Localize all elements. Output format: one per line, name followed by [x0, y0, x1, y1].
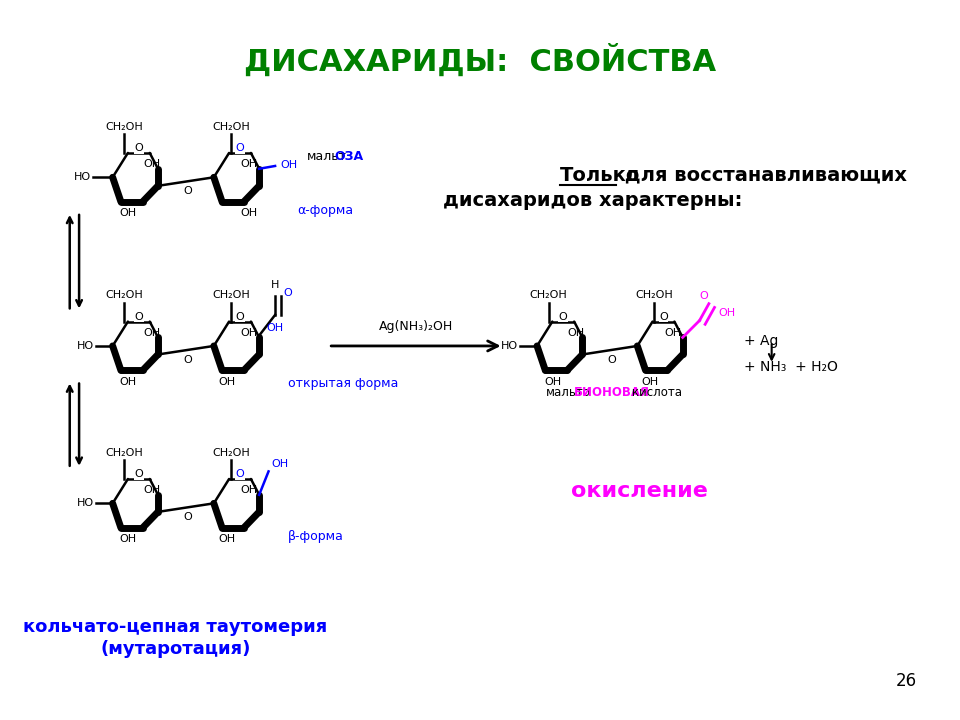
Text: OH: OH	[241, 328, 257, 338]
Text: ДИСАХАРИДЫ:  СВОЙСТВА: ДИСАХАРИДЫ: СВОЙСТВА	[244, 44, 716, 77]
Text: H: H	[271, 280, 279, 290]
Text: α-форма: α-форма	[298, 204, 353, 217]
Text: OH: OH	[143, 328, 160, 338]
Text: HO: HO	[77, 341, 94, 351]
Text: OH: OH	[267, 323, 284, 333]
Text: O: O	[183, 186, 192, 196]
Text: O: O	[699, 291, 708, 301]
Text: OH: OH	[240, 208, 257, 218]
Text: O: O	[134, 469, 143, 480]
Text: O: O	[183, 354, 192, 364]
Text: ОЗА: ОЗА	[335, 150, 364, 163]
Text: OH: OH	[718, 308, 735, 318]
Text: OH: OH	[120, 534, 137, 544]
Text: мальто: мальто	[545, 387, 590, 400]
Text: открытая форма: открытая форма	[288, 377, 398, 390]
Text: OH: OH	[544, 377, 562, 387]
Text: O: O	[183, 512, 192, 522]
Text: OH: OH	[143, 485, 160, 495]
Text: OH: OH	[641, 377, 659, 387]
Text: OH: OH	[143, 159, 160, 169]
Text: OH: OH	[567, 328, 585, 338]
Text: мальт: мальт	[307, 150, 347, 163]
Text: CH₂OH: CH₂OH	[106, 448, 143, 458]
Text: O: O	[235, 312, 245, 322]
Text: OH: OH	[664, 328, 681, 338]
Text: OH: OH	[120, 208, 137, 218]
Text: + Ag: + Ag	[744, 334, 778, 348]
Text: OH: OH	[218, 377, 235, 387]
Text: CH₂OH: CH₂OH	[212, 448, 250, 458]
Text: O: O	[134, 143, 143, 153]
Text: O: O	[235, 469, 245, 480]
Text: CH₂OH: CH₂OH	[530, 290, 567, 300]
Text: OH: OH	[280, 160, 298, 170]
Text: окисление: окисление	[571, 481, 708, 501]
Text: кольчато-цепная таутомерия: кольчато-цепная таутомерия	[23, 618, 327, 636]
Text: БИОНОВАЯ: БИОНОВАЯ	[574, 387, 650, 400]
Text: O: O	[235, 143, 245, 153]
Text: кислота: кислота	[628, 387, 683, 400]
Text: CH₂OH: CH₂OH	[212, 122, 250, 132]
Text: OH: OH	[272, 459, 288, 469]
Text: O: O	[660, 312, 668, 322]
Text: OH: OH	[120, 377, 137, 387]
Text: 26: 26	[896, 672, 917, 690]
Text: Только: Только	[560, 166, 640, 185]
Text: CH₂OH: CH₂OH	[212, 290, 250, 300]
Text: O: O	[284, 289, 293, 298]
Text: HO: HO	[74, 172, 91, 182]
Text: OH: OH	[241, 485, 257, 495]
Text: HO: HO	[501, 341, 518, 351]
Text: OH: OH	[218, 534, 235, 544]
Text: HO: HO	[77, 498, 94, 508]
Text: + NH₃  + H₂O: + NH₃ + H₂O	[744, 359, 837, 374]
Text: CH₂OH: CH₂OH	[106, 122, 143, 132]
Text: (мутаротация): (мутаротация)	[101, 639, 251, 657]
Text: OH: OH	[241, 159, 257, 169]
Text: для восстанавливающих: для восстанавливающих	[618, 166, 907, 185]
Text: O: O	[608, 354, 616, 364]
Text: O: O	[134, 312, 143, 322]
Text: CH₂OH: CH₂OH	[636, 290, 673, 300]
Text: дисахаридов характерны:: дисахаридов характерны:	[443, 192, 742, 210]
Text: Ag(NH₃)₂OH: Ag(NH₃)₂OH	[379, 320, 453, 333]
Text: O: O	[559, 312, 567, 322]
Text: CH₂OH: CH₂OH	[106, 290, 143, 300]
Text: β-форма: β-форма	[288, 530, 344, 543]
